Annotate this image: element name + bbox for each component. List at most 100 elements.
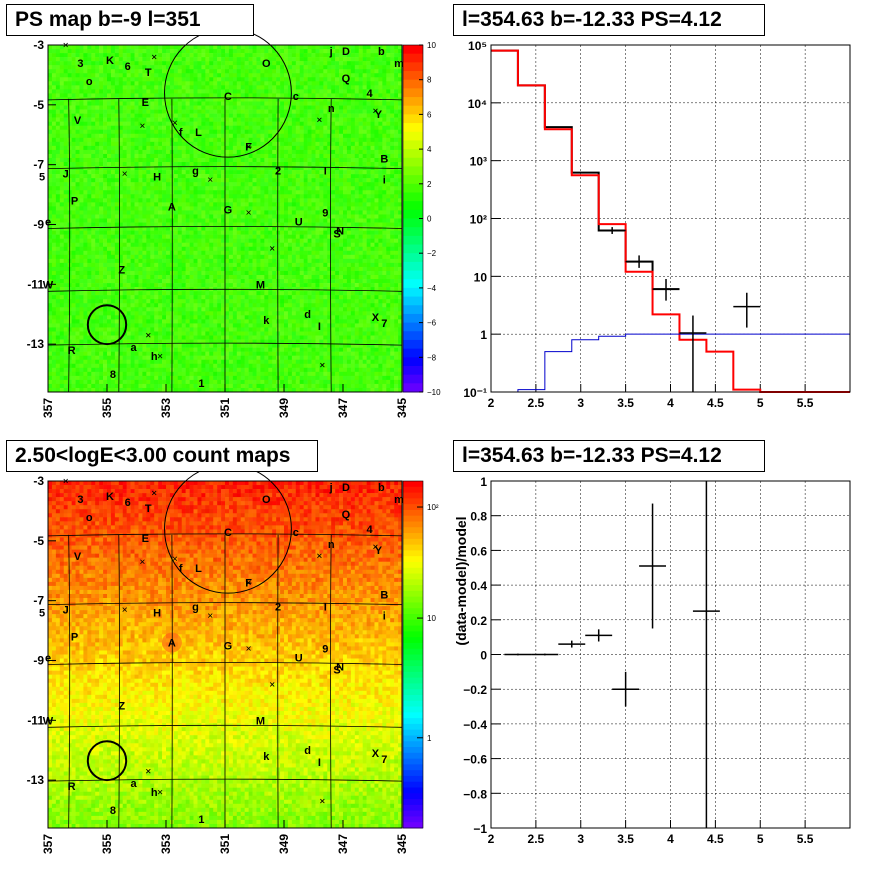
map-pixel	[370, 65, 375, 70]
map-pixel	[59, 85, 65, 90]
map-pixel	[91, 214, 96, 219]
map-pixel	[327, 81, 332, 86]
map-pixel	[142, 226, 147, 231]
map-pixel	[146, 145, 151, 151]
map-pixel	[382, 254, 387, 260]
map-pixel	[386, 234, 391, 239]
map-pixel	[110, 218, 116, 223]
map-pixel	[197, 53, 202, 58]
map-pixel	[284, 101, 289, 106]
map-pixel	[122, 85, 127, 90]
map-pixel	[350, 125, 356, 131]
map-pixel	[327, 182, 332, 187]
map-pixel	[185, 153, 190, 159]
map-pixel	[154, 202, 159, 207]
map-pixel	[268, 73, 273, 78]
map-pixel	[335, 101, 340, 106]
map-pixel	[350, 153, 356, 159]
map-pixel	[150, 137, 155, 143]
map-pixel	[150, 141, 155, 147]
map-pixel	[382, 117, 387, 122]
map-pixel	[150, 174, 155, 179]
map-pixel	[315, 246, 320, 252]
map-pixel	[138, 157, 143, 163]
map-pixel	[244, 222, 249, 227]
map-pixel	[264, 218, 269, 223]
map-pixel	[323, 254, 328, 260]
map-pixel	[311, 190, 316, 195]
map-pixel	[150, 218, 155, 223]
map-pixel	[221, 242, 226, 248]
map-pixel	[142, 246, 147, 252]
map-pixel	[291, 121, 297, 126]
map-pixel	[138, 65, 143, 70]
map-pixel	[350, 73, 356, 78]
map-pixel	[268, 149, 273, 155]
map-pixel	[158, 198, 163, 203]
ps-map-plot	[47, 28, 403, 393]
map-pixel	[339, 137, 344, 143]
map-pixel	[394, 81, 399, 86]
map-pixel	[185, 117, 190, 122]
map-pixel	[95, 222, 100, 227]
map-pixel	[343, 77, 348, 82]
map-pixel	[350, 61, 356, 66]
map-pixel	[126, 45, 131, 50]
map-pixel	[162, 137, 167, 143]
map-pixel	[240, 186, 245, 191]
map-pixel	[378, 117, 383, 122]
map-pixel	[130, 266, 135, 272]
map-pixel	[63, 262, 68, 268]
map-pixel	[138, 109, 143, 114]
map-pixel	[63, 258, 68, 264]
map-pixel	[350, 170, 356, 175]
map-pixel	[134, 153, 139, 159]
map-pixel	[236, 77, 242, 82]
map-pixel	[118, 89, 124, 94]
map-pixel	[213, 254, 218, 260]
map-pixel	[362, 137, 367, 143]
map-pixel	[331, 186, 336, 191]
map-pixel	[374, 73, 379, 78]
map-pixel	[331, 97, 336, 102]
map-pixel	[225, 53, 230, 58]
map-pixel	[248, 242, 253, 248]
map-pixel	[118, 182, 124, 187]
map-pixel	[319, 85, 324, 90]
map-pixel	[173, 49, 179, 54]
map-pixel	[260, 214, 265, 219]
map-pixel	[398, 174, 403, 179]
map-pixel	[370, 89, 375, 94]
map-pixel	[83, 230, 88, 235]
map-pixel	[260, 162, 265, 167]
map-pixel	[51, 266, 57, 272]
map-pixel	[134, 166, 139, 171]
map-pixel	[303, 254, 308, 260]
map-pixel	[118, 65, 124, 70]
map-pixel	[95, 49, 100, 54]
map-pixel	[346, 125, 352, 131]
map-pixel	[240, 121, 245, 126]
map-pixel	[240, 157, 245, 163]
map-pixel	[378, 73, 383, 78]
map-pixel	[291, 93, 297, 98]
map-pixel	[394, 157, 399, 163]
map-pixel	[71, 85, 76, 90]
map-pixel	[370, 206, 375, 211]
map-pixel	[142, 85, 147, 90]
map-pixel	[390, 242, 395, 248]
map-pixel	[166, 49, 171, 54]
map-pixel	[264, 109, 269, 114]
map-pixel	[303, 162, 308, 167]
map-pixel	[350, 178, 356, 183]
map-pixel	[63, 246, 68, 252]
map-pixel	[221, 230, 226, 235]
map-pixel	[225, 246, 230, 252]
map-pixel	[228, 57, 234, 62]
map-pixel	[398, 101, 403, 106]
map-pixel	[83, 234, 88, 239]
map-pixel	[221, 266, 226, 272]
map-pixel	[299, 186, 304, 191]
map-pixel	[91, 109, 96, 114]
map-pixel	[193, 170, 198, 175]
